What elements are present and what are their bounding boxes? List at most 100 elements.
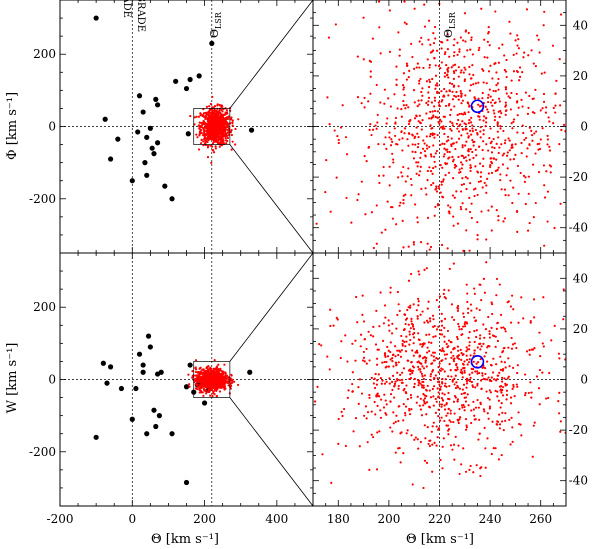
data-point-red bbox=[405, 340, 408, 343]
data-point-red bbox=[357, 402, 360, 405]
data-point-red bbox=[394, 380, 397, 383]
data-point-red bbox=[429, 396, 433, 399]
data-point-red bbox=[473, 194, 476, 198]
data-point-red bbox=[423, 25, 427, 28]
data-point-red bbox=[441, 382, 444, 385]
y-tick-label: 0 bbox=[580, 373, 588, 387]
data-point-red bbox=[498, 100, 502, 103]
data-point-red bbox=[221, 127, 224, 130]
data-point-red bbox=[503, 142, 507, 145]
data-point-red bbox=[543, 184, 546, 187]
data-point-red bbox=[430, 354, 433, 357]
data-point-red bbox=[408, 120, 411, 123]
data-point-red bbox=[498, 146, 501, 149]
data-point-red bbox=[374, 343, 378, 346]
data-point-red bbox=[455, 141, 458, 144]
data-point-red bbox=[441, 180, 445, 183]
data-point-red bbox=[426, 179, 429, 182]
data-point-red bbox=[558, 412, 561, 415]
data-point-red bbox=[202, 368, 205, 371]
data-point-red bbox=[443, 317, 447, 320]
data-point-red bbox=[472, 400, 475, 403]
data-point-red bbox=[426, 169, 429, 173]
data-point-red bbox=[524, 91, 527, 94]
data-point-red bbox=[562, 318, 565, 321]
data-point-red bbox=[496, 130, 499, 133]
data-point-red bbox=[443, 404, 446, 407]
data-point-red bbox=[438, 387, 442, 390]
data-point-red bbox=[469, 169, 472, 173]
data-point-red bbox=[437, 391, 440, 394]
data-point-red bbox=[439, 458, 442, 462]
data-point-red bbox=[429, 170, 433, 173]
data-point-black bbox=[144, 172, 150, 178]
data-point-red bbox=[452, 84, 456, 87]
data-point-red bbox=[208, 385, 211, 389]
data-point-red bbox=[495, 277, 499, 281]
data-point-red bbox=[464, 68, 467, 71]
data-point-red bbox=[226, 136, 230, 140]
data-point-red bbox=[404, 345, 407, 348]
data-point-red bbox=[501, 394, 505, 397]
data-point-red bbox=[214, 145, 217, 148]
data-point-red bbox=[468, 196, 471, 199]
data-point-red bbox=[391, 140, 394, 143]
data-point-red bbox=[427, 300, 430, 303]
data-point-red bbox=[501, 385, 505, 389]
data-point-red bbox=[460, 161, 463, 164]
data-point-red bbox=[473, 96, 476, 99]
data-point-red bbox=[486, 437, 489, 440]
data-point-red bbox=[465, 140, 468, 143]
data-point-red bbox=[491, 303, 494, 306]
data-point-red bbox=[509, 402, 513, 405]
data-point-red bbox=[464, 428, 468, 431]
data-point-red bbox=[451, 90, 454, 93]
data-point-red bbox=[187, 383, 191, 386]
data-point-red bbox=[532, 62, 535, 65]
data-point-red bbox=[454, 95, 458, 98]
data-point-red bbox=[446, 73, 449, 76]
data-point-red bbox=[458, 416, 462, 419]
data-point-red bbox=[411, 483, 414, 486]
data-point-red bbox=[328, 368, 331, 371]
data-point-red bbox=[423, 142, 426, 145]
data-point-red bbox=[217, 367, 220, 371]
data-point-red bbox=[470, 380, 473, 384]
data-point-red bbox=[361, 313, 364, 317]
data-point-red bbox=[460, 327, 463, 331]
data-point-red bbox=[334, 23, 337, 26]
data-point-red bbox=[409, 327, 412, 330]
data-point-red bbox=[212, 140, 216, 143]
data-point-black bbox=[209, 40, 215, 46]
data-point-red bbox=[542, 100, 546, 103]
data-point-red bbox=[434, 74, 438, 77]
data-point-red bbox=[375, 383, 379, 386]
data-point-red bbox=[569, 317, 571, 319]
data-point-black bbox=[104, 380, 110, 386]
data-point-red bbox=[428, 248, 431, 251]
data-point-red bbox=[446, 70, 450, 73]
data-point-red bbox=[435, 185, 438, 188]
data-point-red bbox=[537, 387, 541, 390]
data-point-red bbox=[452, 54, 456, 57]
data-point-red bbox=[440, 405, 443, 408]
data-point-red bbox=[486, 40, 489, 43]
data-point-red bbox=[487, 110, 490, 114]
y-tick-label: 20 bbox=[573, 322, 588, 336]
data-point-red bbox=[518, 79, 521, 82]
data-point-red bbox=[223, 127, 227, 130]
data-point-red bbox=[467, 404, 470, 407]
data-point-red bbox=[461, 325, 465, 328]
data-point-red bbox=[471, 384, 474, 387]
data-point-red bbox=[329, 210, 332, 213]
data-point-red bbox=[456, 304, 460, 308]
data-point-red bbox=[368, 59, 371, 62]
data-point-red bbox=[463, 405, 466, 409]
data-point-red bbox=[453, 38, 456, 41]
data-point-red bbox=[220, 384, 223, 387]
data-point-red bbox=[415, 66, 418, 69]
data-point-red bbox=[548, 371, 551, 375]
data-point-red bbox=[532, 216, 535, 219]
data-point-red bbox=[478, 418, 481, 421]
data-point-red bbox=[475, 307, 478, 310]
